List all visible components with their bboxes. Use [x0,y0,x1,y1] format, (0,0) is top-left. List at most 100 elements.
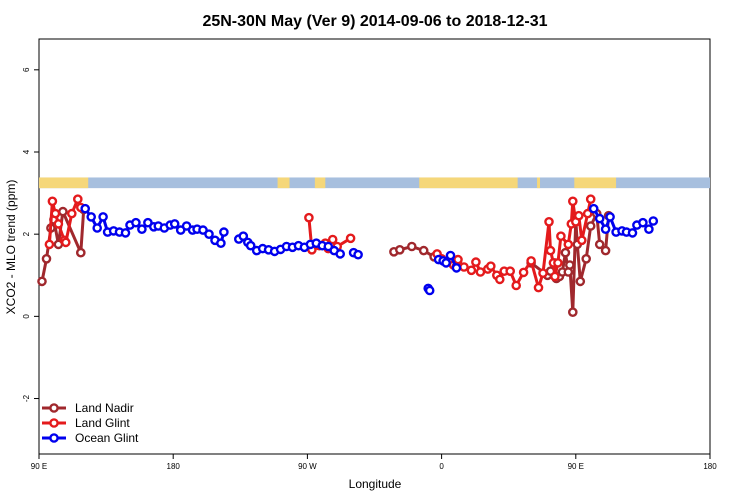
x-tick-label: 180 [703,462,717,471]
data-point [533,282,544,293]
data-point [574,210,584,221]
data-point [394,244,405,255]
data-point [238,231,249,241]
data-point [327,234,338,245]
x-tick-label: 90 E [31,462,47,471]
x-tick-label: 180 [167,462,181,471]
land-region [277,177,290,189]
data-point [120,228,131,238]
data-point [76,247,86,258]
legend-swatch-marker [49,433,59,443]
data-point [441,258,451,268]
data-point [466,265,477,276]
data-point [545,245,556,256]
land-region [314,177,326,189]
x-tick-label: 90 E [568,462,584,471]
data-point [216,238,226,248]
data-point [568,196,578,207]
legend-swatch-marker [49,403,59,413]
legend-item: Ocean Glint [42,431,139,445]
x-tick-label: 90 W [298,462,317,471]
data-point [424,285,435,296]
data-point [475,267,486,277]
land-region [419,177,518,189]
data-point [585,221,596,231]
y-axis: -2 0 2 4 6 [22,67,39,402]
x-axis: 90 E 180 90 W 0 90 E 180 [31,454,717,471]
data-point [453,254,463,265]
data-point [594,239,605,250]
data-point [137,224,147,234]
data-point [588,203,599,214]
data-point [648,216,659,226]
data-point [345,233,356,244]
legend-label: Land Glint [75,416,130,430]
data-point [92,223,102,233]
x-axis-label: Longitude [349,477,402,491]
land-region [537,177,541,189]
data-point [80,203,90,214]
data-point [98,212,108,222]
legend-label: Land Nadir [75,401,134,415]
data-point [575,276,586,287]
data-point [505,266,516,277]
y-tick-label: 0 [22,314,31,319]
data-point [538,268,548,279]
data-point [600,224,611,234]
legend-item: Land Nadir [42,401,134,415]
data-point [219,227,229,237]
data-point [245,240,256,251]
y-tick-label: 4 [22,149,31,154]
data-point [627,228,638,238]
data-point [581,253,592,264]
data-point [58,206,68,217]
data-point [61,237,71,248]
data-point [485,261,496,272]
data-point [600,245,611,256]
ocean-band [39,177,710,189]
data-point [53,219,64,229]
data-point [550,271,560,282]
data-point [353,249,363,260]
y-tick-label: 2 [22,231,31,236]
series-line [40,209,86,282]
data-point [518,267,529,278]
data-point [494,274,505,285]
data-point [131,217,141,228]
data-point [553,258,563,268]
data-point [445,250,456,261]
data-point [526,256,536,266]
data-point [471,257,481,267]
y-axis-label: XCO2 - MLO trend (ppm) [4,180,18,315]
data-point [47,196,58,207]
data-point [41,253,52,264]
legend-item: Land Glint [42,416,130,430]
data-point [304,212,314,223]
data-point [560,247,571,258]
data-point [605,212,615,222]
data-point [86,212,96,222]
data-point [44,239,55,250]
series-ocean-glint [80,203,659,296]
data-point [73,194,83,204]
data-point [585,194,596,204]
series-layer [37,194,659,318]
land-region [574,177,617,189]
data-point [37,276,47,287]
data-point [644,224,654,234]
x-tick-label: 0 [439,462,444,471]
y-tick-label: -2 [22,394,31,402]
data-point [563,239,574,250]
y-tick-label: 6 [22,67,31,72]
data-point [544,216,554,227]
land-mask-strip [39,177,710,189]
data-point [406,241,417,252]
data-point [594,213,605,224]
data-point [67,208,77,219]
data-point [638,217,648,228]
data-point [169,219,180,229]
data-point [204,229,214,239]
legend-swatch-marker [49,418,59,428]
